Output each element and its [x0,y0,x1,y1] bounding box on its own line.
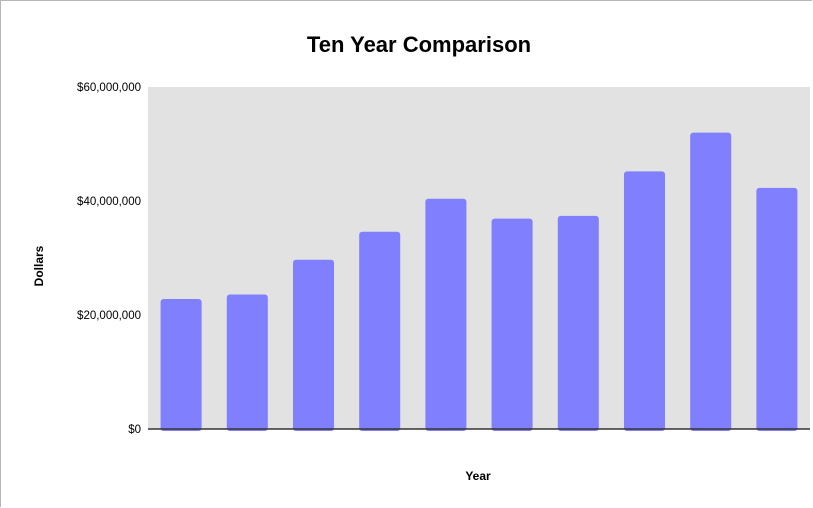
bars [160,132,798,432]
bar [623,171,666,432]
bar [756,187,798,431]
y-axis-label: Dollars [32,245,46,286]
y-tick-label: $20,000,000 [77,310,141,322]
bar [292,259,335,431]
chart-title: Ten Year Comparison [307,32,531,57]
y-tick-label: $60,000,000 [77,82,141,94]
bar [226,294,268,431]
bar [690,132,732,431]
x-axis-label: Year [465,469,491,483]
y-axis-ticks: $0 $20,000,000 $40,000,000 $60,000,000 [77,82,141,436]
bar [359,231,401,431]
bar [491,218,533,431]
bar [425,198,467,431]
bar [557,215,599,431]
bar [160,299,202,431]
y-tick-label: $0 [128,424,141,436]
y-tick-label: $40,000,000 [77,196,141,208]
